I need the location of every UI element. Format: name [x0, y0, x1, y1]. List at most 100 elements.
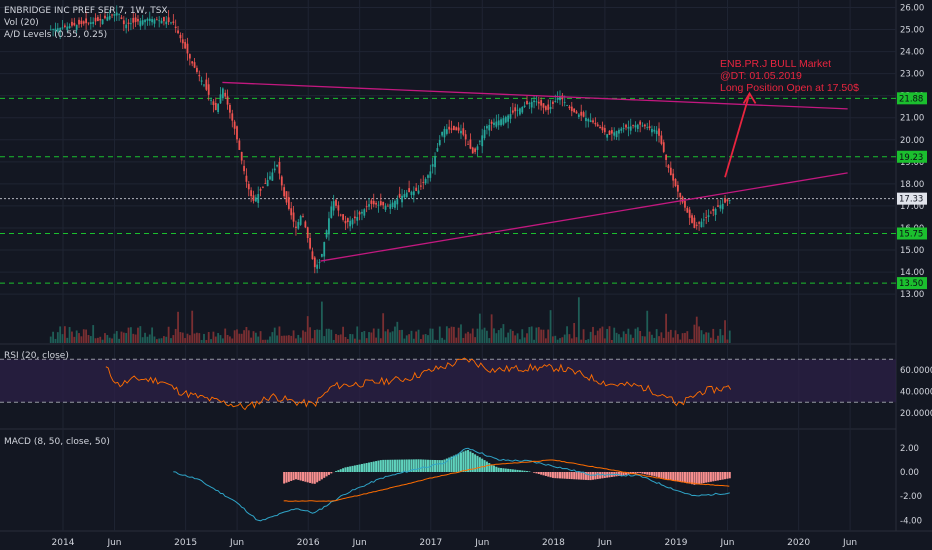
macd-histogram-bar — [625, 472, 628, 475]
macd-histogram-bar — [344, 467, 347, 472]
volume-bar — [207, 332, 210, 343]
macd-histogram-bar — [490, 464, 493, 472]
volume-bar — [111, 338, 113, 343]
candle-body — [530, 101, 533, 108]
macd-histogram-bar — [667, 472, 670, 480]
volume-bar — [71, 331, 73, 343]
macd-histogram-bar — [521, 470, 524, 472]
volume-bar — [342, 326, 344, 343]
candle-body — [363, 209, 366, 216]
volume-bar — [278, 326, 281, 343]
candle-body — [188, 54, 191, 59]
candle-body — [106, 17, 109, 21]
volume-bar — [316, 329, 319, 343]
candle-body — [585, 117, 587, 122]
candle-body — [358, 212, 361, 215]
macd-histogram-bar — [514, 469, 517, 472]
candle-body — [325, 230, 328, 238]
macd-histogram-bar — [516, 469, 519, 472]
macd-histogram-bar — [469, 451, 472, 472]
candle-body — [328, 218, 330, 235]
volume-bar — [455, 337, 458, 343]
trendline — [320, 172, 848, 262]
volume-bar — [665, 313, 667, 343]
candle-body — [370, 200, 373, 204]
volume-bar — [410, 330, 413, 343]
candle-body — [460, 130, 462, 134]
macd-histogram-bar — [401, 459, 404, 472]
volume-bar — [92, 325, 95, 343]
candle-body — [306, 227, 309, 238]
candle-body — [214, 103, 217, 111]
candle-body — [52, 29, 54, 30]
candle-body — [283, 187, 286, 197]
volume-bar — [448, 328, 451, 343]
price-level-badge — [897, 150, 927, 163]
macd-histogram-bar — [311, 472, 314, 484]
macd-histogram-bar — [382, 459, 385, 472]
macd-histogram-bar — [415, 459, 418, 472]
candle-body — [676, 185, 679, 192]
candle-body — [89, 22, 92, 24]
volume-bar — [646, 310, 649, 343]
macd-histogram-bar — [309, 472, 312, 483]
annotation-line: ENB.PR.J BULL Market — [720, 58, 832, 70]
candle-body — [63, 25, 66, 27]
macd-histogram-bar — [601, 472, 604, 479]
candle-body — [342, 214, 344, 220]
volume-bar — [693, 324, 696, 343]
macd-histogram-bar — [353, 465, 356, 472]
signal-line — [283, 459, 730, 502]
candle-body — [349, 220, 352, 227]
macd-histogram-bar — [342, 468, 345, 472]
volume-bar — [488, 338, 491, 343]
macd-histogram-bar — [358, 464, 361, 472]
candle-body — [599, 126, 601, 129]
volume-bar — [684, 332, 686, 343]
macd-histogram-bar — [575, 472, 578, 480]
volume-bar — [639, 330, 642, 343]
volume-bar — [507, 332, 510, 343]
candle-body — [266, 180, 269, 187]
candle-body — [141, 20, 144, 25]
candle-body — [455, 127, 458, 131]
candle-body — [316, 264, 319, 269]
macd-histogram-bar — [313, 472, 316, 484]
volume-bar — [339, 334, 342, 343]
macd-histogram-bar — [283, 472, 286, 484]
candle-body — [627, 126, 630, 129]
volume-bar — [297, 334, 300, 343]
volume-bar — [181, 332, 184, 343]
x-tick-label: Jun — [106, 538, 121, 548]
candle-body — [193, 62, 196, 68]
candle-body — [309, 237, 311, 249]
candle-body — [292, 212, 295, 222]
volume-bar — [273, 327, 276, 343]
candle-body — [78, 19, 80, 25]
candle-body — [276, 164, 278, 167]
volume-bar — [335, 333, 337, 343]
macd-histogram-bar — [620, 472, 623, 476]
volume-bar — [250, 337, 253, 343]
y-tick-label: 14.00 — [900, 268, 924, 278]
volume-bar — [290, 335, 293, 343]
projection-arrow-head — [742, 91, 757, 104]
volume-bar — [530, 326, 533, 343]
candle-body — [707, 215, 710, 218]
macd-histogram-bar — [691, 472, 694, 485]
macd-histogram-bar — [306, 472, 309, 483]
volume-bar — [398, 330, 401, 343]
candle-body — [299, 216, 302, 225]
macd-histogram-bar — [639, 472, 642, 474]
candle-body — [724, 198, 726, 203]
volume-bar — [698, 326, 701, 343]
candle-body — [365, 206, 368, 208]
candle-body — [495, 121, 498, 127]
candle-body — [96, 17, 99, 22]
volume-bar — [464, 333, 467, 343]
volume-bar — [622, 331, 625, 343]
candle-body — [196, 67, 198, 72]
candle-body — [177, 30, 179, 34]
macd-histogram-bar — [617, 472, 620, 476]
